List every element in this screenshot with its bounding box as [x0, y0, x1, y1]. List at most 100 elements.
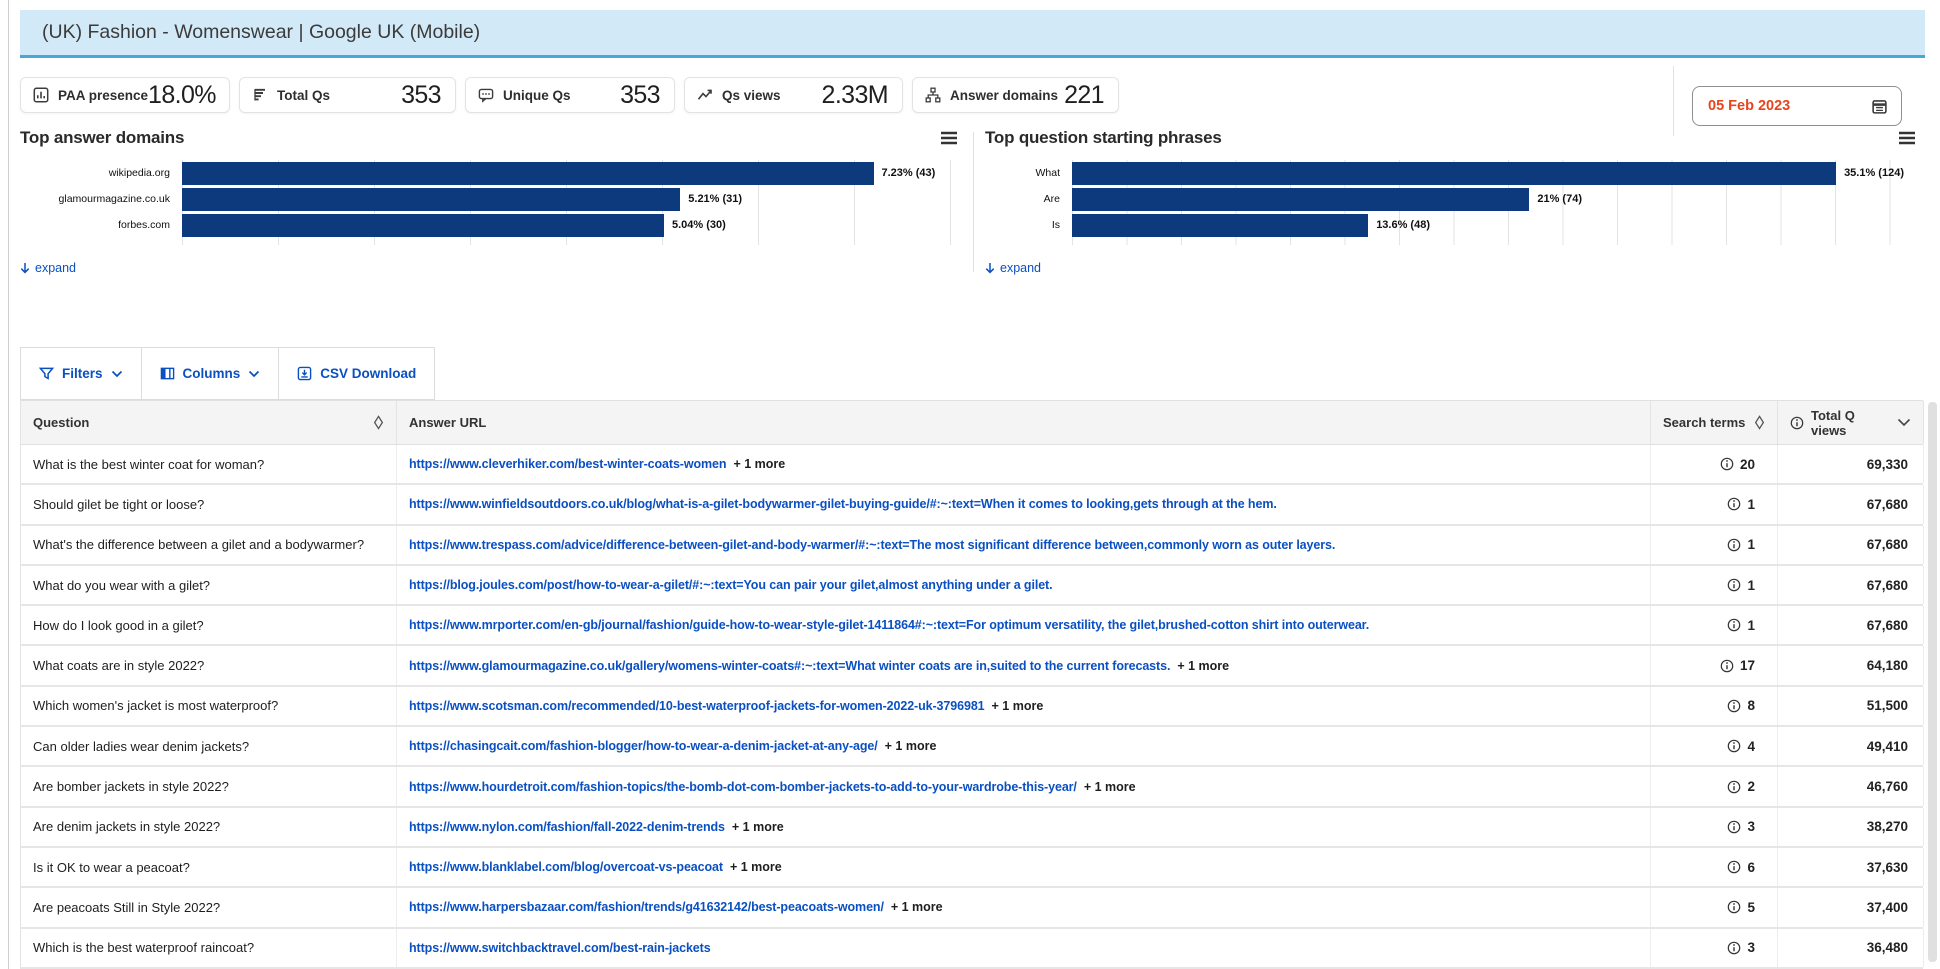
more-urls-label[interactable]: + 1 more: [1083, 779, 1136, 794]
charts-section: Top answer domains wikipedia.org 7.23% (…: [20, 124, 1925, 284]
info-icon[interactable]: [1727, 820, 1741, 834]
stat-card: Qs views 2.33M: [684, 77, 903, 113]
info-icon[interactable]: [1720, 457, 1734, 471]
question-cell: How do I look good in a gilet?: [21, 606, 397, 645]
answer-url-link[interactable]: https://www.switchbacktravel.com/best-ra…: [409, 940, 711, 955]
more-urls-label[interactable]: + 1 more: [731, 819, 784, 834]
info-icon[interactable]: [1727, 699, 1741, 713]
total-q-views-cell: 67,680: [1778, 525, 1924, 564]
search-terms-count: 1: [1747, 496, 1755, 512]
table-row: Which women's jacket is most waterproof?…: [20, 686, 1924, 728]
stats-row: PAA presence 18.0% Total Qs 353 Unique Q…: [20, 66, 1925, 137]
sort-icon[interactable]: [1754, 415, 1765, 430]
answer-url-link[interactable]: https://www.nylon.com/fashion/fall-2022-…: [409, 819, 725, 834]
divider: [1673, 66, 1674, 136]
question-text: Are bomber jackets in style 2022?: [33, 779, 229, 795]
bar[interactable]: [182, 213, 664, 237]
bar-chart-panel: Top answer domains wikipedia.org 7.23% (…: [20, 124, 973, 279]
table-row: Is it OK to wear a peacoat? https://www.…: [20, 847, 1924, 889]
expand-link-label: expand: [1000, 261, 1042, 275]
info-icon[interactable]: [1727, 860, 1741, 874]
columns-button-label: Columns: [182, 366, 241, 381]
stat-value: 221: [1064, 80, 1105, 109]
search-terms-count: 2: [1747, 779, 1755, 795]
column-header-total-q-views[interactable]: Total Q views: [1778, 401, 1924, 444]
info-icon[interactable]: [1727, 618, 1741, 632]
bar-value-label: 5.04% (30): [671, 219, 726, 231]
expand-link[interactable]: expand: [20, 261, 76, 275]
info-icon[interactable]: [1727, 739, 1741, 753]
more-urls-label[interactable]: + 1 more: [1177, 658, 1230, 673]
question-cell: What's the difference between a gilet an…: [21, 525, 397, 564]
filters-button[interactable]: Filters: [20, 347, 142, 400]
question-text: Which is the best waterproof raincoat?: [33, 940, 255, 956]
bar[interactable]: [182, 187, 681, 211]
more-urls-label[interactable]: + 1 more: [884, 739, 937, 754]
answer-url-link[interactable]: https://www.hourdetroit.com/fashion-topi…: [409, 779, 1077, 794]
info-icon[interactable]: [1727, 900, 1741, 914]
answer-url-link[interactable]: https://www.scotsman.com/recommended/10-…: [409, 698, 985, 713]
bar-row: glamourmagazine.co.uk 5.21% (31): [20, 186, 973, 212]
search-terms-header-label: Search terms: [1663, 415, 1746, 430]
stats-cards: PAA presence 18.0% Total Qs 353 Unique Q…: [20, 77, 1925, 113]
bar[interactable]: [1072, 187, 1530, 211]
sort-icon[interactable]: [373, 415, 384, 430]
more-urls-label[interactable]: + 1 more: [991, 698, 1044, 713]
date-value: 05 Feb 2023: [1708, 98, 1791, 114]
table-row: How do I look good in a gilet? https://w…: [20, 606, 1924, 647]
bar-row: What 35.1% (124): [985, 160, 1925, 186]
column-header-answer-url[interactable]: Answer URL: [397, 401, 1651, 444]
stat-card: PAA presence 18.0%: [20, 77, 230, 113]
table-row: Are peacoats Still in Style 2022? https:…: [20, 888, 1924, 929]
stat-value: 18.0%: [148, 80, 216, 109]
date-picker[interactable]: 05 Feb 2023: [1692, 86, 1902, 126]
total-q-views-cell: 49,410: [1778, 727, 1924, 766]
question-text: What do you wear with a gilet?: [33, 577, 211, 593]
info-icon[interactable]: [1727, 578, 1741, 592]
bar[interactable]: [1072, 213, 1369, 237]
info-icon[interactable]: [1727, 780, 1741, 794]
answer-url-link[interactable]: https://blog.joules.com/post/how-to-wear…: [409, 578, 1053, 593]
search-terms-cell: 1: [1651, 606, 1778, 645]
chevron-down-icon[interactable]: [1897, 418, 1911, 427]
info-icon[interactable]: [1727, 538, 1741, 552]
column-header-question[interactable]: Question: [21, 401, 397, 444]
stat-label: Qs views: [722, 87, 781, 103]
bar[interactable]: [1072, 161, 1837, 185]
search-terms-count: 1: [1747, 617, 1755, 633]
scrollbar[interactable]: [1928, 402, 1937, 962]
info-icon[interactable]: [1727, 497, 1741, 511]
bar-row: Is 13.6% (48): [985, 212, 1925, 238]
csv-download-button[interactable]: CSV Download: [278, 347, 436, 400]
search-terms-cell: 3: [1651, 807, 1778, 846]
more-urls-label[interactable]: + 1 more: [890, 900, 943, 915]
column-header-search-terms[interactable]: Search terms: [1651, 401, 1778, 444]
expand-link[interactable]: expand: [985, 261, 1041, 275]
search-terms-count: 20: [1739, 456, 1755, 472]
bar-value-label: 35.1% (124): [1844, 167, 1904, 179]
answer-url-link[interactable]: https://www.harpersbazaar.com/fashion/tr…: [409, 900, 884, 915]
stat-label: Unique Qs: [503, 87, 571, 103]
panel-chart-icon: [33, 87, 49, 103]
answer-url-link[interactable]: https://www.mrporter.com/en-gb/journal/f…: [409, 618, 1370, 633]
question-cell: What coats are in style 2022?: [21, 646, 397, 685]
answer-url-link[interactable]: https://www.cleverhiker.com/best-winter-…: [409, 457, 727, 472]
more-urls-label[interactable]: + 1 more: [729, 860, 782, 875]
answer-url-link[interactable]: https://www.blanklabel.com/blog/overcoat…: [409, 860, 723, 875]
answer-url-cell: https://chasingcait.com/fashion-blogger/…: [397, 727, 1651, 766]
answer-url-link[interactable]: https://www.glamourmagazine.co.uk/galler…: [409, 658, 1171, 673]
info-icon[interactable]: [1720, 659, 1734, 673]
columns-button[interactable]: Columns: [140, 347, 280, 400]
chart-menu-icon[interactable]: [940, 131, 958, 145]
answer-url-link[interactable]: https://www.trespass.com/advice/differen…: [409, 537, 1336, 552]
search-terms-count: 1: [1747, 537, 1755, 553]
info-icon[interactable]: [1727, 941, 1741, 955]
search-terms-cell: 1: [1651, 485, 1778, 524]
bar[interactable]: [182, 161, 874, 185]
answer-url-link[interactable]: https://www.winfieldsoutdoors.co.uk/blog…: [409, 497, 1277, 512]
chart-menu-icon[interactable]: [1898, 131, 1916, 145]
more-urls-label[interactable]: + 1 more: [733, 457, 786, 472]
total-q-views-cell: 64,180: [1778, 646, 1924, 685]
answer-url-link[interactable]: https://chasingcait.com/fashion-blogger/…: [409, 739, 878, 754]
expand-link-label: expand: [35, 261, 77, 275]
